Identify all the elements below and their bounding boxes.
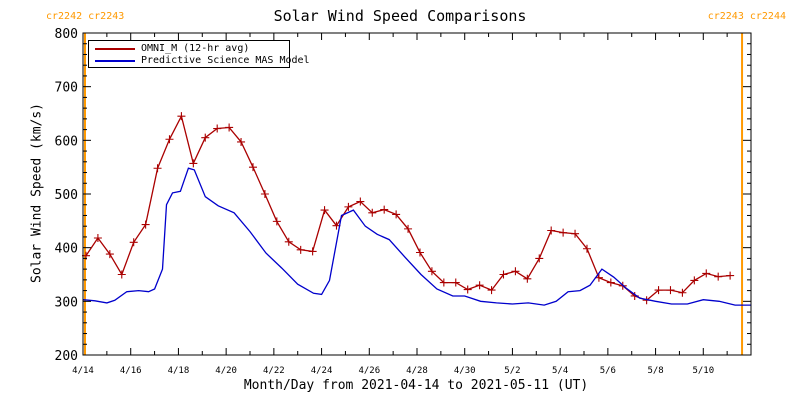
omni-data-point bbox=[177, 112, 186, 121]
x-tick-label: 4/28 bbox=[406, 366, 428, 376]
omni-data-point bbox=[129, 238, 138, 247]
omni-data-point bbox=[296, 245, 305, 254]
omni-data-point bbox=[380, 205, 389, 214]
omni-data-point bbox=[475, 281, 484, 290]
omni-data-point bbox=[272, 217, 281, 226]
x-tick-label: 4/22 bbox=[263, 366, 285, 376]
omni-data-point bbox=[582, 244, 591, 253]
legend-swatch-mas bbox=[95, 60, 135, 62]
omni-data-point bbox=[547, 226, 556, 235]
omni-data-point bbox=[415, 248, 424, 257]
omni-data-point bbox=[427, 267, 436, 276]
omni-data-point bbox=[702, 269, 711, 278]
omni-data-point bbox=[117, 270, 126, 279]
x-tick-label: 4/26 bbox=[358, 366, 380, 376]
omni-data-point bbox=[606, 278, 615, 287]
x-tick-label: 5/10 bbox=[692, 366, 714, 376]
omni-data-point bbox=[487, 286, 496, 295]
tick-layer: 200 300 400 500 600 700 800 4/14 4/16 4/18 4/20 4/2… bbox=[55, 27, 751, 376]
x-tick-label: 5/8 bbox=[647, 366, 663, 376]
omni-data-point bbox=[105, 250, 114, 259]
omni-data-point bbox=[248, 163, 257, 172]
x-tick-label: 4/20 bbox=[215, 366, 237, 376]
omni-data-point bbox=[690, 276, 699, 285]
legend-entry-mas: Predictive Science MAS Model bbox=[89, 55, 310, 67]
chart-title: Solar Wind Speed Comparisons bbox=[273, 7, 527, 25]
legend-label-omni: OMNI_M (12-hr avg) bbox=[141, 43, 250, 54]
omni-data-point bbox=[93, 234, 102, 243]
omni-data-point bbox=[213, 124, 222, 133]
legend-entry-omni: OMNI_M (12-hr avg) bbox=[89, 43, 289, 55]
y-tick-label: 200 bbox=[55, 349, 78, 364]
x-tick-label: 4/18 bbox=[168, 366, 190, 376]
omni-data-point bbox=[392, 210, 401, 219]
omni-data-point bbox=[499, 270, 508, 279]
omni-data-point bbox=[678, 288, 687, 297]
omni-data-point bbox=[559, 228, 568, 237]
y-tick-label: 800 bbox=[55, 27, 78, 42]
x-tick-label: 4/30 bbox=[454, 366, 476, 376]
y-axis-label: Solar Wind Speed (km/s) bbox=[29, 102, 45, 284]
omni-data-point bbox=[726, 271, 735, 280]
omni-data-point bbox=[153, 164, 162, 173]
omni-data-point bbox=[237, 137, 246, 146]
y-tick-label: 600 bbox=[55, 134, 78, 149]
omni-data-point bbox=[356, 197, 365, 206]
carrington-right-label: cr2243 cr2244 bbox=[707, 11, 786, 22]
omni-data-point bbox=[225, 123, 234, 132]
legend-swatch-omni bbox=[95, 48, 135, 50]
y-tick-label: 500 bbox=[55, 188, 78, 203]
plot-frame bbox=[82, 32, 752, 356]
y-tick-label: 400 bbox=[55, 242, 78, 257]
legend-label-mas: Predictive Science MAS Model bbox=[141, 55, 310, 66]
series-layer bbox=[81, 112, 751, 306]
x-tick-label: 4/14 bbox=[72, 366, 94, 376]
x-tick-label: 4/24 bbox=[311, 366, 333, 376]
x-tick-label: 5/4 bbox=[552, 366, 568, 376]
omni-data-point bbox=[523, 274, 532, 283]
omni-data-point bbox=[535, 254, 544, 263]
omni-data-point bbox=[141, 220, 150, 229]
x-axis-label: Month/Day from 2021-04-14 to 2021-05-11 … bbox=[243, 378, 589, 393]
omni-data-point bbox=[511, 267, 520, 276]
omni-data-point bbox=[308, 247, 317, 256]
x-tick-label: 4/16 bbox=[120, 366, 142, 376]
omni-data-point bbox=[165, 135, 174, 144]
omni-data-point bbox=[368, 208, 377, 217]
omni-data-point bbox=[714, 272, 723, 281]
omni-data-point bbox=[404, 224, 413, 233]
mas-model-series-line bbox=[82, 167, 751, 306]
omni-series-line bbox=[85, 114, 731, 302]
omni-data-point bbox=[260, 190, 269, 198]
omni-data-point bbox=[201, 133, 210, 142]
omni-data-point bbox=[320, 206, 329, 215]
omni-data-point bbox=[451, 278, 460, 287]
omni-data-point bbox=[571, 229, 580, 238]
carrington-boundaries bbox=[83, 33, 744, 355]
y-tick-label: 700 bbox=[55, 81, 78, 96]
legend: OMNI_M (12-hr avg) Predictive Science MA… bbox=[88, 40, 310, 68]
omni-data-point bbox=[666, 286, 675, 295]
x-tick-label: 5/2 bbox=[504, 366, 520, 376]
omni-data-point bbox=[654, 286, 663, 295]
omni-data-point bbox=[344, 202, 353, 211]
omni-data-point bbox=[439, 278, 448, 287]
x-tick-label: 5/6 bbox=[600, 366, 616, 376]
omni-data-point bbox=[284, 237, 293, 246]
omni-data-point bbox=[189, 159, 198, 168]
carrington-left-label: cr2242 cr2243 bbox=[46, 11, 125, 22]
omni-data-point bbox=[463, 285, 472, 294]
y-tick-label: 300 bbox=[55, 295, 78, 310]
